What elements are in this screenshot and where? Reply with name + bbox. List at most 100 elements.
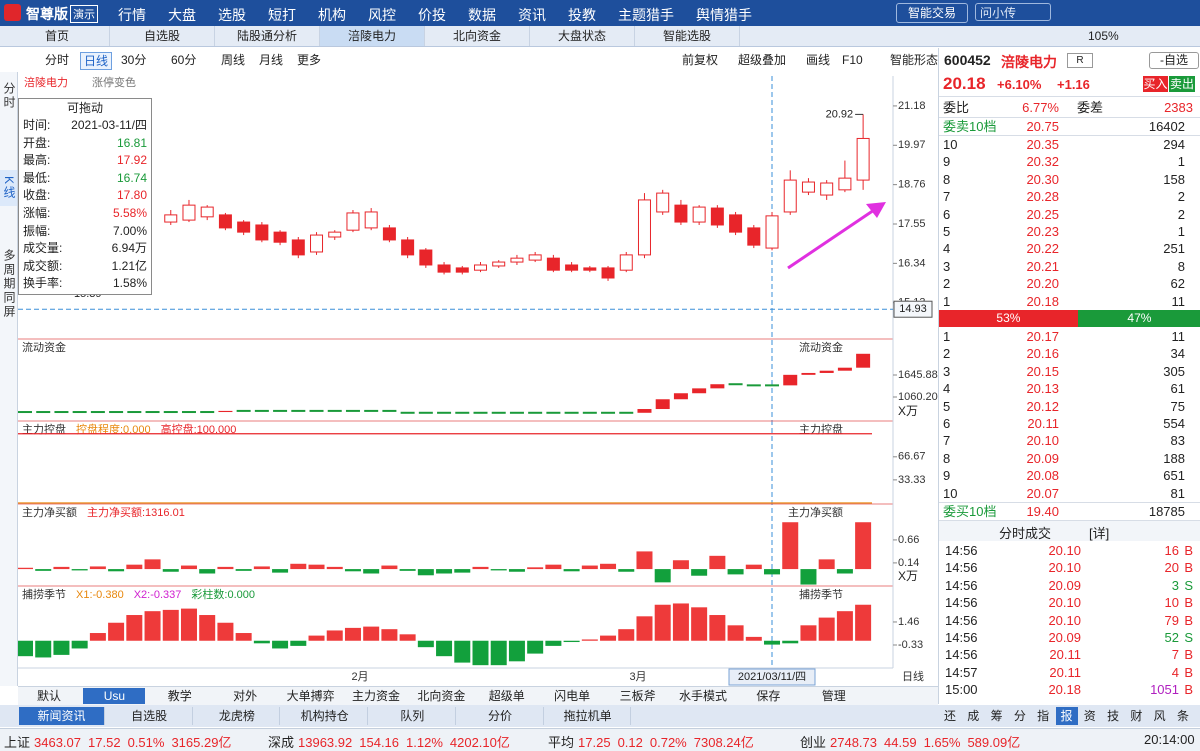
period-button[interactable]: 分时 (45, 53, 70, 67)
bar-positive (235, 633, 252, 641)
toolbar-button[interactable]: 画线 (806, 53, 831, 67)
side-panel-tab[interactable]: 条 (1176, 709, 1189, 723)
indicator-tab[interactable]: 闪电单 (554, 689, 591, 703)
indicator-tab[interactable]: 管理 (821, 689, 846, 703)
menu-item[interactable]: 投教 (568, 7, 596, 23)
side-tab[interactable]: K线 (0, 170, 17, 206)
info-tab[interactable]: 机构持仓 (282, 707, 369, 725)
menu-item[interactable]: 机构 (318, 7, 346, 23)
info-tab[interactable]: 新闻资讯 (19, 707, 105, 725)
side-panel-tab[interactable]: 还 (943, 709, 956, 723)
side-panel-tab[interactable]: 财 (1130, 709, 1143, 723)
y-tick-label: 18.76 (898, 179, 926, 191)
popup-title: 可拖动 (66, 101, 103, 115)
menu-item[interactable]: 大盘 (168, 7, 196, 23)
info-tab[interactable]: 自选股 (107, 707, 193, 725)
side-panel-tab[interactable]: 技 (1107, 709, 1120, 723)
side-panel-tab[interactable]: 风 (1153, 709, 1166, 723)
page-tab[interactable]: 首页 (5, 26, 110, 46)
side-panel-tab[interactable]: 筹 (990, 709, 1003, 723)
period-button[interactable]: 周线 (221, 53, 246, 67)
page-tab[interactable]: 自选股 (110, 26, 215, 46)
sell-button[interactable]: 卖出 (1169, 76, 1195, 92)
indicator-tab[interactable]: 超级单 (488, 689, 525, 703)
buy-total-label: 委买10档 (943, 504, 997, 519)
candle-body (619, 254, 633, 271)
buy-button[interactable]: 买入 (1143, 76, 1168, 92)
indicator-tab[interactable]: 保存 (756, 689, 781, 703)
index-value: 17.25 (578, 735, 611, 750)
bar-positive (144, 559, 161, 570)
page-tab[interactable]: 陆股通分析 (215, 26, 320, 46)
flow-bar-flat (273, 409, 288, 412)
index-quote: 深成 13963.92 154.16 1.12% 4202.10亿 (268, 732, 517, 751)
menu-item[interactable]: 短打 (268, 7, 296, 23)
indicator-tab[interactable]: 水手模式 (678, 689, 727, 703)
side-panel-tab[interactable]: 成 (967, 709, 980, 723)
candle-body (328, 231, 342, 238)
candle-body (346, 212, 360, 231)
drag-popup[interactable]: 可拖动 时间: 2021-03-11/四 开盘: 16.81 最高: 17.92 最低: 16.… (18, 98, 152, 295)
side-panel-tab[interactable]: 指 (1037, 709, 1050, 723)
menu-item[interactable]: 风控 (368, 7, 396, 23)
smart-trade-button[interactable]: 智能交易 (896, 3, 968, 23)
indicator-tab[interactable]: 主力资金 (351, 689, 400, 703)
toolbar-button[interactable]: 超级叠加 (738, 53, 787, 67)
bar-negative (71, 569, 88, 571)
chart-area: 21.1819.9718.7617.5516.3415.13涪陵电力涨停变色20… (18, 72, 938, 686)
bid-volume: 305 (1163, 363, 1185, 379)
page-tab[interactable]: 大盘状态 (530, 26, 635, 46)
indicator-tab[interactable]: Usu (83, 688, 146, 704)
period-button[interactable]: 30分 (121, 53, 147, 67)
page-tab[interactable]: 涪陵电力 (320, 26, 425, 46)
toolbar-button[interactable]: 前复权 (682, 53, 719, 67)
side-panel-tab[interactable]: 报 (1055, 707, 1078, 725)
bar-negative (35, 640, 52, 658)
indicator-tab[interactable]: 北向资金 (417, 689, 466, 703)
side-tab[interactable]: 多周期同屏 (2, 249, 16, 319)
panel-legend: 控盘程度:0.000 (76, 422, 151, 436)
candle-body (273, 231, 287, 243)
page-tab[interactable]: 智能选股 (635, 26, 740, 46)
side-tab[interactable]: 分时 (2, 82, 16, 110)
bar-positive (672, 560, 689, 570)
indicator-tab[interactable]: 教学 (167, 689, 192, 703)
menu-item[interactable]: 资讯 (518, 7, 546, 23)
menu-item[interactable]: 数据 (468, 7, 496, 23)
menu-item[interactable]: 价投 (418, 7, 446, 23)
indicator-tab[interactable]: 大单搏弈 (286, 689, 335, 703)
candle-body (856, 137, 870, 181)
trade-price: 20.09 (1048, 577, 1081, 593)
index-quote: 平均 17.25 0.12 0.72% 7308.24亿 (548, 732, 761, 751)
indicator-tab[interactable]: 对外 (233, 689, 258, 703)
period-button[interactable]: 更多 (297, 53, 322, 67)
page-tab[interactable]: 北向资金 (425, 26, 530, 46)
period-button[interactable]: 月线 (259, 53, 284, 67)
info-tab[interactable]: 队列 (370, 707, 456, 725)
indicator-tab[interactable]: 三板斧 (619, 689, 656, 703)
side-panel-tab[interactable]: 资 (1083, 709, 1096, 723)
toolbar-button[interactable]: 智能形态 (890, 53, 939, 67)
ask-box[interactable]: 问小传 (975, 3, 1051, 21)
menu-item[interactable]: 舆情猎手 (696, 7, 752, 23)
period-button[interactable]: 60分 (171, 53, 197, 67)
trades-detail[interactable]: [详] (1089, 526, 1110, 541)
indicator-tab[interactable]: 默认 (36, 689, 61, 703)
info-tab[interactable]: 龙虎榜 (194, 707, 281, 725)
trade-time: 14:56 (945, 647, 978, 663)
info-tab[interactable]: 拖拉机单 (545, 707, 632, 725)
menu-item[interactable]: 选股 (218, 7, 246, 23)
bar-positive (253, 566, 270, 570)
side-panel-tab[interactable]: 分 (1013, 709, 1026, 723)
menu-item[interactable]: 主题猎手 (618, 7, 674, 23)
menu-item[interactable]: 行情 (118, 7, 146, 23)
toolbar-button[interactable]: F10 (842, 53, 863, 67)
popup-label: 换手率: (23, 276, 63, 291)
bar-negative (417, 640, 434, 648)
watch-button[interactable]: -自选 (1149, 52, 1199, 69)
info-tab[interactable]: 分价 (458, 707, 544, 725)
period-button[interactable]: 日线 (80, 52, 113, 70)
popup-value: 2021-03-11/四 (71, 118, 147, 132)
candle-body (182, 204, 196, 221)
y-tick-label: 1.46 (898, 616, 919, 628)
